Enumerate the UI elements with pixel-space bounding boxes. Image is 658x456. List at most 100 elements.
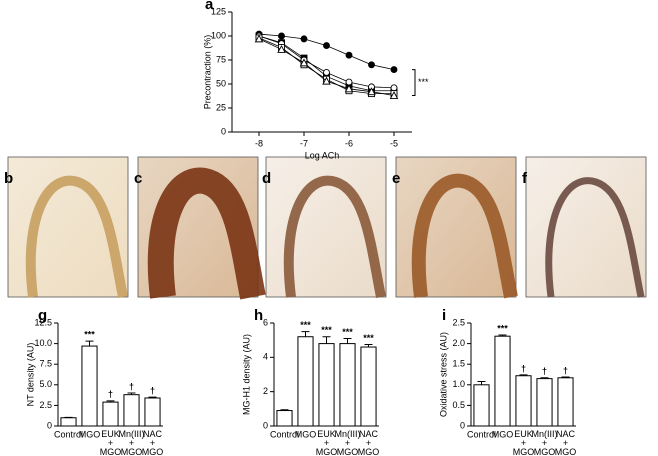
- significance: †: [108, 389, 113, 399]
- panel-label: i: [442, 307, 446, 324]
- error-bar: [519, 374, 528, 376]
- x-tick-label: EUK + MGO: [513, 429, 535, 456]
- y-tick-label: 1.5: [452, 359, 465, 369]
- marker: [390, 66, 398, 74]
- y-tick-label: 10.0: [34, 338, 52, 348]
- x-tick-label: Control: [270, 429, 299, 439]
- bar: [81, 345, 98, 427]
- significance: ***: [342, 327, 353, 337]
- bar: [297, 336, 314, 427]
- marker: [254, 34, 264, 43]
- y-axis-title: Oxidative stress (AU): [438, 332, 448, 417]
- significance: †: [521, 363, 526, 373]
- y-tick-label: 100: [211, 30, 226, 40]
- vessel-wall: [411, 173, 518, 299]
- error-bar: [280, 409, 289, 411]
- marker: [344, 84, 354, 93]
- x-tick-label: -7: [300, 138, 308, 148]
- y-tick-label: 2.0: [452, 338, 465, 348]
- panel-label: d: [262, 170, 271, 187]
- y-tick-label: 0: [221, 126, 226, 136]
- significance: ***: [321, 325, 332, 335]
- x-tick-label: MGO: [492, 429, 514, 439]
- y-tick-label: 1.0: [452, 379, 465, 389]
- bar: [494, 335, 511, 427]
- y-tick-label: 25: [216, 102, 226, 112]
- marker: [345, 51, 353, 59]
- marker: [323, 42, 330, 50]
- marker: [300, 35, 308, 43]
- y-tick-label: 12.5: [34, 317, 52, 327]
- y-axis-title: NT density (AU): [25, 343, 35, 407]
- x-tick-label: NAC + MGO: [142, 429, 164, 456]
- y-tick-label: 0.5: [452, 400, 465, 410]
- marker: [278, 32, 285, 40]
- error-bar: [148, 396, 157, 398]
- marker: [368, 61, 375, 69]
- y-tick-label: 0: [460, 420, 465, 430]
- y-tick-label: 6: [263, 317, 268, 327]
- marker: [299, 58, 309, 67]
- y-tick-label: 2.5: [452, 317, 465, 327]
- error-bar: [498, 334, 507, 337]
- x-tick-label: Mn(III) + MGO: [335, 429, 361, 456]
- vessel-wall: [147, 167, 266, 300]
- vessel-wall: [545, 177, 645, 298]
- error-bar: [127, 392, 136, 395]
- error-bar: [477, 381, 486, 385]
- y-tick-label: 7.5: [39, 359, 52, 369]
- marker: [323, 69, 330, 76]
- y-tick-label: 5.0: [39, 379, 52, 389]
- error-bar: [364, 343, 373, 348]
- significance: ***: [363, 333, 374, 343]
- x-tick-label: Control: [467, 429, 496, 439]
- panel-label: b: [4, 170, 13, 187]
- error-bar: [85, 340, 94, 347]
- y-tick-label: 4: [263, 352, 268, 362]
- x-tick-label: Mn(III) + MGO: [532, 429, 558, 456]
- error-bar: [301, 331, 310, 337]
- panel-label: e: [392, 170, 400, 187]
- error-bar: [540, 377, 549, 379]
- panel-label: h: [254, 307, 263, 324]
- x-tick-label: Control: [54, 429, 83, 439]
- significance: ***: [497, 323, 508, 333]
- marker: [367, 87, 376, 96]
- x-tick-label: EUK + MGO: [316, 429, 338, 456]
- bracket: [412, 69, 416, 97]
- bar: [360, 346, 377, 427]
- error-bar: [106, 400, 115, 403]
- marker: [345, 78, 353, 86]
- bar: [276, 410, 293, 427]
- bar: [473, 384, 490, 427]
- vessel-wall: [283, 175, 386, 298]
- x-tick-label: EUK + MGO: [100, 429, 122, 456]
- panel-label: f: [522, 170, 528, 187]
- bar: [557, 377, 574, 427]
- bar: [318, 343, 335, 427]
- error-bar: [561, 376, 570, 378]
- x-tick-label: NAC + MGO: [555, 429, 577, 456]
- significance: †: [129, 381, 134, 391]
- y-axis-title: Precontraction (%): [202, 35, 212, 110]
- x-tick-label: -6: [345, 138, 353, 148]
- significance: ***: [300, 320, 311, 330]
- panel-label: c: [134, 170, 142, 187]
- x-tick-label: Mn(III) + MGO: [119, 429, 145, 456]
- bar: [515, 375, 532, 427]
- significance: ***: [84, 330, 95, 340]
- x-axis-title: Log ACh: [305, 150, 340, 160]
- x-tick-label: -5: [390, 138, 398, 148]
- y-tick-label: 0: [47, 420, 52, 430]
- bar: [536, 378, 553, 427]
- y-tick-label: 75: [216, 54, 226, 64]
- error-bar: [322, 336, 331, 344]
- marker: [322, 76, 331, 85]
- significance: †: [150, 386, 155, 396]
- y-tick-label: 125: [211, 6, 226, 16]
- x-tick-label: MGO: [295, 429, 317, 439]
- panel-label: g: [38, 307, 47, 324]
- marker: [389, 91, 399, 99]
- y-tick-label: 50: [216, 78, 226, 88]
